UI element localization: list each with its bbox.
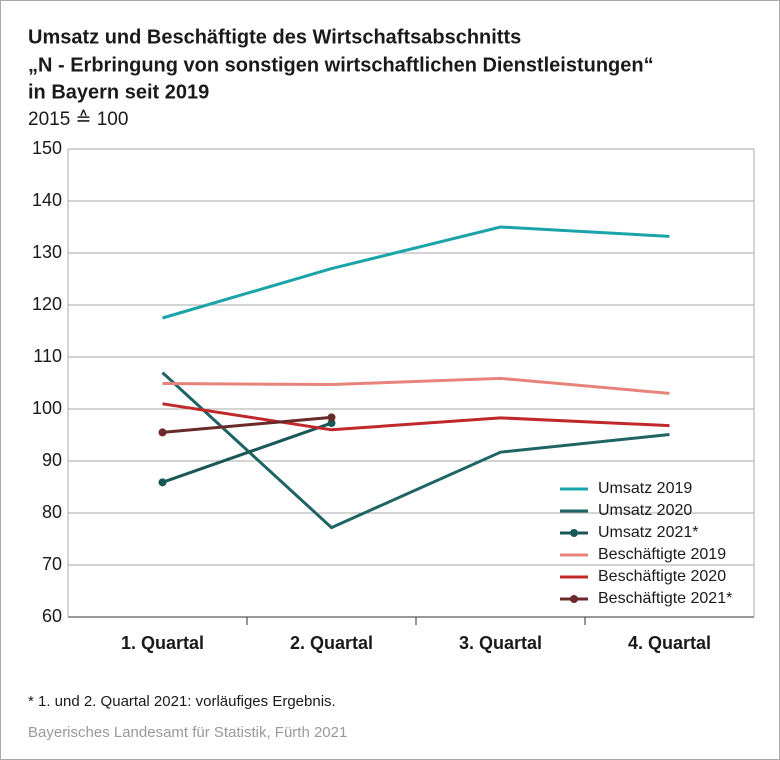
- y-tick-label: 140: [32, 190, 62, 210]
- y-tick-label: 130: [32, 242, 62, 262]
- source: Bayerisches Landesamt für Statistik, Für…: [28, 724, 347, 741]
- y-tick-label: 150: [32, 138, 62, 158]
- legend-label: Umsatz 2020: [598, 502, 692, 519]
- y-tick-label: 110: [33, 346, 62, 366]
- series-line: [162, 402, 670, 432]
- series-line: [162, 376, 670, 395]
- x-tick-label: 4. Quartal: [628, 633, 711, 653]
- legend-marker: [570, 595, 578, 603]
- point: [327, 419, 336, 428]
- y-tick-label: 90: [42, 450, 62, 470]
- chart-title: „N - Erbringung von sonstigen wirtschaft…: [28, 54, 654, 76]
- series-line: [161, 371, 670, 530]
- x-tick-label: 1. Quartal: [121, 633, 204, 653]
- chart-title: in Bayern seit 2019: [28, 81, 209, 103]
- point: [158, 428, 167, 437]
- x-tick-label: 3. Quartal: [459, 633, 542, 653]
- y-tick-label: 120: [32, 294, 62, 314]
- legend-label: Beschäftigte 2020: [598, 568, 726, 585]
- series-line: [162, 421, 332, 484]
- point: [327, 413, 336, 422]
- subtitle: 2015 ≙ 100: [28, 109, 128, 130]
- legend-marker: [570, 529, 578, 537]
- series-line: [162, 225, 670, 320]
- y-tick-label: 70: [42, 554, 62, 574]
- chart-title: Umsatz und Beschäftigte des Wirtschaftsa…: [28, 26, 521, 48]
- point: [158, 478, 167, 487]
- legend-label: Beschäftigte 2021*: [598, 590, 732, 607]
- footnote: * 1. und 2. Quartal 2021: vorläufiges Er…: [28, 693, 336, 710]
- legend-label: Umsatz 2021*: [598, 524, 699, 541]
- series-line: [162, 415, 332, 434]
- y-tick-label: 100: [32, 398, 62, 418]
- y-tick-label: 60: [42, 606, 62, 626]
- x-tick-label: 2. Quartal: [290, 633, 373, 653]
- y-tick-label: 80: [42, 502, 62, 522]
- legend-label: Beschäftigte 2019: [598, 546, 726, 563]
- legend-label: Umsatz 2019: [598, 480, 692, 497]
